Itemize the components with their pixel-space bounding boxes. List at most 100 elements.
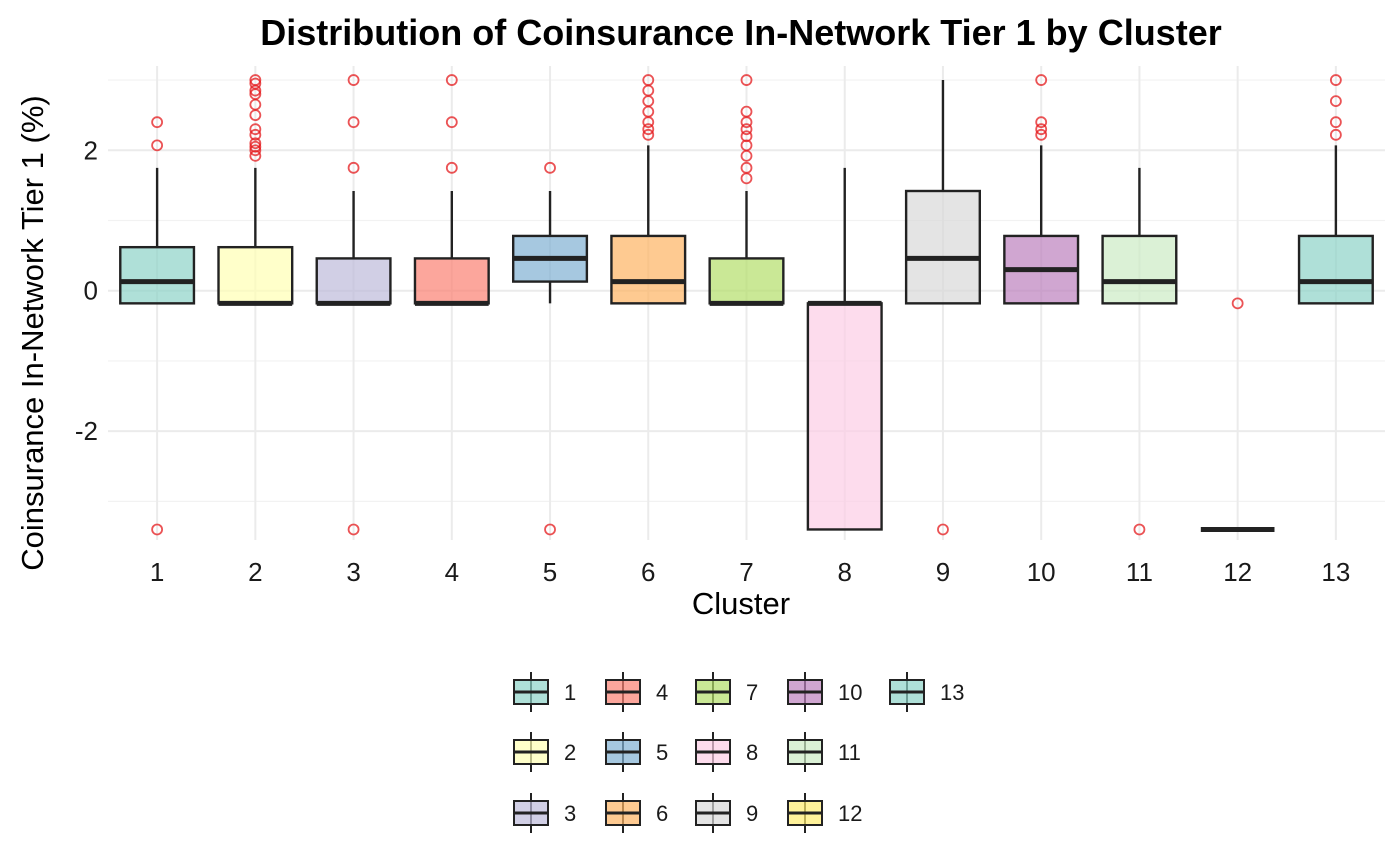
outlier-point [544, 523, 556, 536]
legend-label: 11 [838, 740, 861, 765]
box-series [119, 74, 1374, 536]
legend-item-9: 9 [695, 793, 758, 833]
outlier-point [740, 123, 753, 136]
legend-label: 10 [838, 680, 862, 705]
box-iqr [413, 257, 490, 305]
legend-label: 1 [564, 680, 576, 705]
outlier-point [347, 116, 360, 129]
outlier-point [642, 128, 655, 141]
outlier-point [937, 523, 949, 536]
legend-label: 6 [656, 801, 668, 826]
box-iqr [610, 234, 687, 305]
x-tick-label: 7 [739, 557, 753, 587]
box-iqr [708, 257, 785, 305]
outlier-point [544, 161, 556, 174]
outlier-point [1035, 128, 1048, 141]
outlier-point [740, 149, 753, 162]
box-iqr [1101, 234, 1178, 305]
legend-item-10: 10 [787, 672, 862, 712]
outlier-point [249, 128, 262, 141]
legend-item-12: 12 [787, 793, 862, 833]
chart-title: Distribution of Coinsurance In-Network T… [260, 12, 1221, 53]
outlier-point [151, 116, 164, 129]
box-cluster-11 [1101, 167, 1178, 536]
x-tick-label: 5 [543, 557, 557, 587]
box-iqr [119, 245, 196, 305]
y-tick-label: 0 [84, 276, 98, 306]
box-iqr [904, 189, 981, 305]
outlier-point [1329, 128, 1342, 141]
box-iqr [217, 245, 294, 305]
box-cluster-7 [708, 74, 785, 306]
y-axis-title: Coinsurance In-Network Tier 1 (%) [15, 95, 50, 571]
legend-label: 4 [656, 680, 668, 705]
box-cluster-2 [217, 74, 294, 306]
outlier-point [1329, 95, 1342, 108]
legend-item-13: 13 [889, 672, 964, 712]
box-iqr [315, 257, 392, 305]
legend-label: 13 [940, 680, 964, 705]
outlier-point [445, 161, 458, 174]
outlier-point [1329, 74, 1342, 86]
outlier-point [347, 74, 360, 86]
legend-item-3: 3 [513, 793, 576, 833]
x-axis-ticks: 1 2 3 4 5 6 7 8 9 10 11 12 13 [150, 557, 1350, 587]
box-cluster-9 [904, 80, 981, 536]
outlier-point [151, 523, 164, 536]
legend-item-4: 4 [605, 672, 668, 712]
outlier-point [1231, 297, 1244, 310]
legend-item-8: 8 [695, 732, 758, 772]
outlier-point [740, 74, 753, 86]
x-tick-label: 4 [445, 557, 459, 587]
x-tick-label: 3 [346, 557, 360, 587]
x-tick-label: 12 [1223, 557, 1252, 587]
outlier-point [445, 116, 458, 129]
x-tick-label: 13 [1321, 557, 1350, 587]
legend-item-11: 11 [787, 732, 861, 772]
legend-label: 8 [746, 740, 758, 765]
box-cluster-3 [315, 74, 392, 536]
outlier-point [740, 116, 753, 129]
legend-item-7: 7 [695, 672, 758, 712]
legend-label: 7 [746, 680, 758, 705]
x-tick-label: 6 [641, 557, 655, 587]
box-cluster-4 [413, 74, 490, 306]
x-axis-title: Cluster [692, 586, 790, 621]
legend-item-5: 5 [605, 732, 668, 772]
box-cluster-13 [1297, 74, 1374, 305]
outlier-point [1035, 116, 1048, 129]
box-cluster-10 [1003, 74, 1080, 305]
outlier-point [249, 109, 262, 122]
outlier-point [151, 139, 164, 152]
legend-label: 12 [838, 801, 862, 826]
outlier-point [1133, 523, 1146, 536]
legend-label: 9 [746, 801, 758, 826]
outlier-point [1035, 123, 1048, 136]
outlier-point [642, 123, 655, 136]
box-cluster-8 [806, 167, 883, 531]
x-tick-label: 10 [1027, 557, 1056, 587]
outlier-point [249, 123, 262, 136]
y-tick-label: -2 [75, 416, 98, 446]
outlier-point [249, 149, 262, 162]
box-cluster-12 [1200, 297, 1275, 532]
outlier-point [249, 84, 262, 97]
legend-item-2: 2 [513, 732, 576, 772]
x-tick-label: 1 [150, 557, 164, 587]
box-cluster-5 [512, 161, 589, 536]
x-tick-label: 9 [936, 557, 950, 587]
outlier-point [249, 144, 262, 157]
box-iqr [806, 302, 883, 531]
legend-label: 2 [564, 740, 576, 765]
box-iqr [1297, 234, 1374, 305]
outlier-point [249, 137, 262, 150]
outlier-point [740, 172, 753, 185]
x-tick-label: 8 [837, 557, 851, 587]
x-tick-label: 2 [248, 557, 262, 587]
outlier-point [1035, 74, 1048, 86]
y-tick-label: 2 [84, 135, 98, 165]
outlier-point [445, 74, 458, 86]
box-cluster-6 [610, 74, 687, 305]
